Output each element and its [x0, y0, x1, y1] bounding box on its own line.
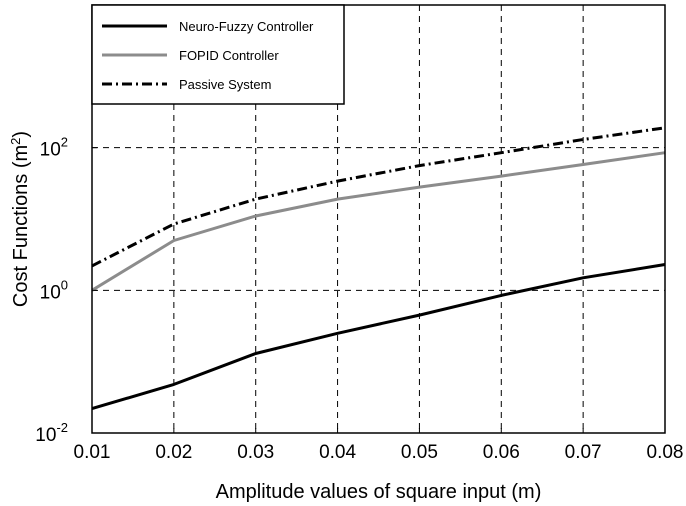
x-tick-label: 0.03: [237, 442, 274, 463]
series-lines: [91, 126, 666, 411]
x-tick-label: 0.07: [565, 442, 602, 463]
series-line-2: [91, 126, 666, 268]
x-tick-label: 0.04: [319, 442, 356, 463]
x-tick-label: 0.01: [74, 442, 111, 463]
legend-label: Neuro-Fuzzy Controller: [179, 19, 314, 34]
y-tick-label: 100: [40, 277, 68, 303]
y-axis-label-text: Cost Functions (m: [10, 145, 32, 307]
y-tick-label: 102: [40, 135, 68, 161]
y-axis-label: Cost Functions (m2): [8, 131, 33, 307]
plot-frame: [91, 4, 666, 434]
series-line-0: [91, 263, 666, 411]
x-tick-label: 0.06: [483, 442, 520, 463]
series-line-1: [91, 151, 666, 292]
x-axis-label: Amplitude values of square input (m): [216, 481, 542, 503]
legend: Neuro-Fuzzy Controller FOPID Controller Pa…: [91, 4, 345, 105]
y-tick-label: 10-2: [35, 420, 68, 446]
y-axis-label-exponent: 2: [8, 138, 23, 145]
legend-label: FOPID Controller: [179, 48, 279, 63]
y-axis-label-close: ): [10, 131, 32, 138]
legend-label: Passive System: [179, 77, 271, 92]
x-tick-label: 0.02: [155, 442, 192, 463]
x-tick-label: 0.05: [401, 442, 438, 463]
x-tick-label: 0.08: [647, 442, 684, 463]
axis-ticks: 0.01 0.02 0.03 0.04 0.05 0.06 0.07 0.08 10-2 100 1…: [35, 135, 683, 463]
